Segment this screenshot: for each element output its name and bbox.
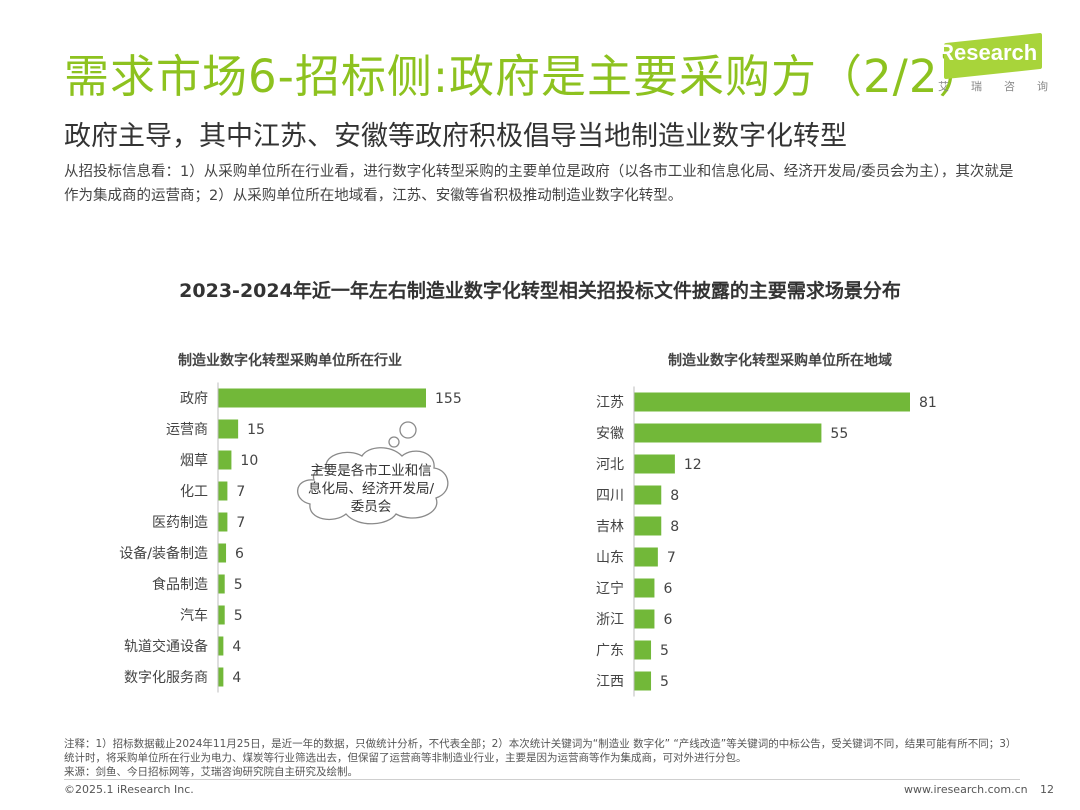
- category-label: 江西: [596, 674, 624, 690]
- bar: [218, 419, 239, 439]
- category-label: 四川: [596, 488, 624, 504]
- value-label: 5: [234, 608, 243, 624]
- bar: [634, 423, 822, 443]
- value-label: 8: [670, 519, 679, 535]
- category-label: 江苏: [596, 395, 624, 411]
- category-label: 汽车: [180, 607, 208, 624]
- bar: [634, 454, 675, 474]
- bar: [218, 636, 224, 656]
- right-bar-chart: 江苏 81 安徽 55 河北 12 四川 8 吉林 8 山东 7 辽宁 6 浙江 6 广东 5 江西 5: [596, 386, 937, 697]
- category-label: 食品制造: [152, 576, 208, 593]
- page-number: 12: [1040, 783, 1054, 796]
- callout-cloud: [297, 421, 449, 525]
- value-label: 5: [660, 674, 669, 690]
- value-label: 6: [663, 612, 672, 628]
- value-label: 5: [234, 577, 243, 593]
- footnote: 注释：1）招标数据截止2024年11月25日，是近一年的数据，只做统计分析，不代…: [64, 737, 1024, 779]
- category-label: 烟草: [180, 453, 208, 469]
- category-label: 医药制造: [152, 515, 208, 531]
- category-label: 政府: [180, 391, 208, 407]
- bar: [634, 547, 658, 567]
- left-bar-chart: 政府 155 运营商 15 烟草 10 化工 7 医药制造 7 设备/装备制造 6 食品制造 5 汽车 5 轨道…: [119, 382, 462, 693]
- footer-copyright: ©2025.1 iResearch Inc.: [64, 783, 194, 796]
- category-label: 设备/装备制造: [119, 545, 208, 562]
- right-panel-title: 制造业数字化转型采购单位所在地域: [668, 353, 892, 369]
- category-label: 轨道交通设备: [124, 638, 208, 655]
- category-label: 山东: [596, 550, 624, 566]
- bar: [634, 392, 910, 412]
- footnote-source: 来源：剑鱼、今日招标网等，艾瑞咨询研究院自主研究及绘制。: [64, 766, 358, 778]
- bar: [634, 485, 662, 505]
- value-label: 55: [830, 426, 848, 442]
- bar: [218, 667, 224, 687]
- page-title: 需求市场6-招标侧:政府是主要采购方（2/2）: [64, 50, 985, 103]
- value-label: 10: [240, 453, 258, 469]
- category-label: 运营商: [166, 422, 208, 438]
- callout-text: 主要是各市工业和信息化局、经济开发局/委员会: [307, 463, 435, 515]
- logo-subtext: 艾瑞咨询: [938, 80, 1070, 93]
- value-label: 15: [247, 422, 265, 438]
- bar: [218, 605, 225, 625]
- left-panel-title: 制造业数字化转型采购单位所在行业: [178, 353, 402, 369]
- category-label: 河北: [596, 457, 624, 473]
- value-label: 7: [236, 484, 245, 500]
- bar: [218, 512, 228, 532]
- value-label: 6: [235, 546, 244, 562]
- footer-url: www.iresearch.com.cn: [904, 783, 1028, 796]
- value-label: 7: [667, 550, 676, 566]
- bar: [218, 450, 232, 470]
- description-text: 从招投标信息看：1）从采购单位所在行业看，进行数字化转型采购的主要单位是政府（以…: [64, 164, 1014, 204]
- category-label: 广东: [596, 643, 624, 659]
- bar: [634, 671, 652, 691]
- value-label: 8: [670, 488, 679, 504]
- category-label: 安徽: [596, 426, 624, 442]
- footnote-note: 注释：1）招标数据截止2024年11月25日，是近一年的数据，只做统计分析，不代…: [64, 738, 1017, 764]
- bar: [634, 609, 655, 629]
- value-label: 81: [919, 395, 937, 411]
- category-label: 吉林: [596, 519, 624, 535]
- value-label: 4: [232, 639, 241, 655]
- value-label: 7: [236, 515, 245, 531]
- logo-text: iResearch: [932, 40, 1038, 65]
- value-label: 6: [663, 581, 672, 597]
- category-label: 化工: [180, 484, 208, 500]
- bar: [634, 516, 662, 536]
- iresearch-logo: iResearch 艾瑞咨询: [928, 32, 1048, 100]
- value-label: 155: [435, 391, 462, 407]
- page-subtitle: 政府主导，其中江苏、安徽等政府积极倡导当地制造业数字化转型: [64, 121, 847, 152]
- category-label: 浙江: [596, 612, 624, 628]
- category-label: 数字化服务商: [124, 670, 208, 686]
- bar: [634, 640, 652, 660]
- bar: [218, 574, 225, 594]
- bar: [634, 578, 655, 598]
- chart-title: 2023-2024年近一年左右制造业数字化转型相关招投标文件披露的主要需求场景分…: [179, 280, 901, 302]
- bar: [218, 543, 227, 563]
- footer-divider: [64, 779, 1020, 780]
- value-label: 5: [660, 643, 669, 659]
- value-label: 4: [232, 670, 241, 686]
- bar: [218, 388, 426, 408]
- value-label: 12: [684, 457, 702, 473]
- bar: [218, 481, 228, 501]
- category-label: 辽宁: [596, 580, 624, 597]
